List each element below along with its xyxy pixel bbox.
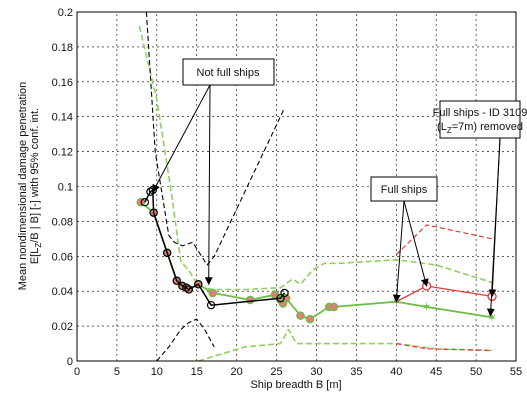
annotation-box: [439, 100, 521, 139]
green-circle-marker: [208, 288, 217, 298]
y-tick-label: 0.14: [52, 112, 73, 124]
annotation-text-line2: (LZ=7m) removed: [437, 121, 523, 135]
annotation-2: Full ships: [370, 176, 438, 303]
green-star-marker: ✶: [487, 310, 497, 324]
y-tick-label: 0.12: [52, 147, 73, 159]
series-line-red-dashed-lower: [396, 343, 493, 352]
black-circle-marker: [162, 248, 172, 258]
y-axis-label: Mean nondimensional damage penetration E…: [17, 82, 43, 291]
black-circle-marker: [149, 208, 158, 217]
black-circle-marker: [184, 285, 193, 294]
series-line-green-dashed-lower: [198, 328, 493, 362]
x-tick-label: 55: [510, 366, 522, 378]
black-circle-marker: [194, 280, 203, 289]
y-tick-label: 0.04: [52, 286, 73, 298]
y-tick-label: 0.06: [52, 251, 73, 263]
x-tick-label: 45: [430, 366, 442, 378]
annotation-1: Not full ships: [152, 58, 275, 286]
y-tick-label: 0: [67, 356, 73, 368]
y-tick-label: 0.02: [52, 321, 73, 333]
x-axis-label: Ship breadth B [m]: [250, 379, 341, 391]
axis-ticks: 0 5 10 15 20 25 30 35 40 45 50 55 0 0.02 0.04 0.06 0.08 0…: [52, 7, 523, 378]
y-tick-label: 0.16: [52, 77, 73, 89]
x-tick-label: 0: [74, 366, 80, 378]
black-circle-marker: [182, 283, 191, 292]
y-tick-label: 0.2: [58, 7, 73, 19]
x-tick-label: 20: [231, 366, 243, 378]
y-tick-label: 0.1: [58, 182, 73, 194]
annotations: Not full ships Full ships Full ships - ID …: [152, 58, 527, 317]
plot-frame: [76, 11, 517, 362]
green-circle-marker: [245, 295, 255, 305]
green-circle-marker: [305, 314, 315, 324]
series-line-green-dashed-upper: [138, 25, 493, 291]
black-circle-marker: [276, 293, 285, 303]
y-axis-label-line2-a: E[L: [29, 248, 41, 265]
series-line-red-dashed-upper: [395, 224, 493, 256]
x-tick-label: 5: [114, 366, 120, 378]
y-axis-label-line2-b: /B | B] [-] with 95% conf. int.: [29, 108, 41, 243]
green-circle-marker: [296, 311, 305, 320]
black-circle-marker: [280, 288, 289, 298]
y-axis-label-sub: Z: [34, 243, 43, 248]
annotation-text: Not full ships: [197, 67, 260, 79]
annotation-arrow: [392, 200, 405, 303]
black-circle-marker: [178, 281, 187, 291]
x-tick-label: 40: [390, 366, 402, 378]
annotation-text: Full ships - ID 3109: [433, 107, 527, 119]
annotation-arrow: [204, 84, 213, 286]
y-axis-label-line2: E[LZ/B | B] [-] with 95% conf. int.: [29, 108, 43, 264]
annotation-text: Full ships: [381, 184, 428, 196]
black-circle-marker: [140, 198, 150, 207]
x-tick-label: 35: [350, 366, 362, 378]
black-circle-marker: [172, 276, 181, 285]
black-circle-marker: [206, 300, 216, 310]
y-tick-label: 0.08: [52, 216, 73, 228]
annotation-arrow: [152, 84, 211, 193]
y-tick-label: 0.18: [52, 42, 73, 54]
x-tick-label: 25: [270, 366, 282, 378]
x-tick-label: 10: [151, 366, 163, 378]
y-axis-label-line1: Mean nondimensional damage penetration: [17, 82, 29, 291]
green-star-marker: ✶: [422, 300, 432, 314]
annotation-3: Full ships - ID 3109 (LZ=7m) removed: [433, 100, 527, 317]
annotation-arrow: [403, 200, 429, 287]
series-line-black-dashed-lower: [156, 318, 215, 362]
green-circle-marker: [329, 302, 339, 312]
annotation-arrow: [486, 137, 501, 317]
annotation-box: [182, 58, 275, 86]
x-tick-label: 15: [191, 366, 203, 378]
x-tick-label: 30: [310, 366, 322, 378]
x-tick-label: 50: [470, 366, 482, 378]
